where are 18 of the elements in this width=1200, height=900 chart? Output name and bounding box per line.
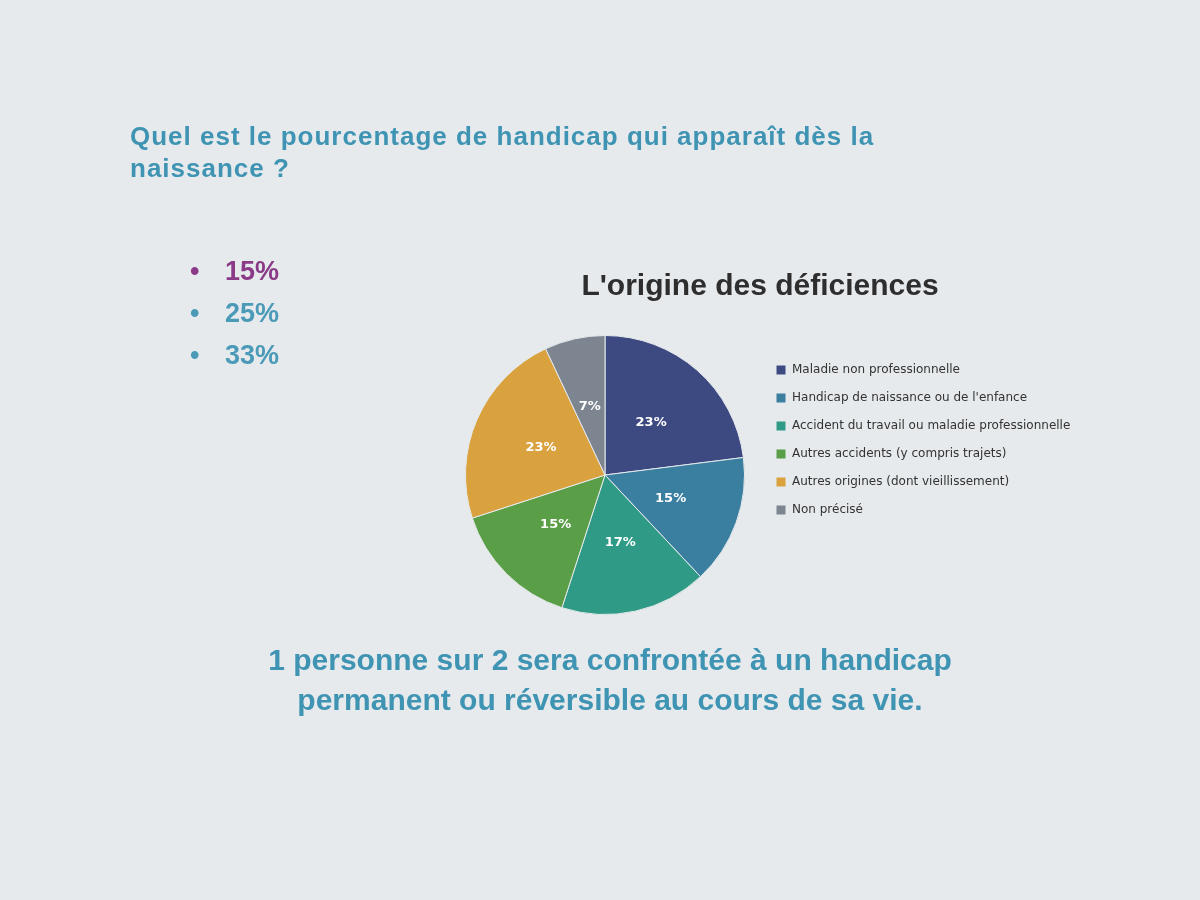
chart-title: L'origine des déficiences xyxy=(581,268,939,302)
data-label: 15% xyxy=(655,490,687,505)
text: 1 personne sur 2 sera confrontée à un handicap permanent ou réversible au cours de sa vie. xyxy=(267,642,953,718)
text: Quel est le pourcentage de handicap qui apparaît dès la naissance ? xyxy=(130,120,876,184)
legend-label: Accident du travail ou maladie professionnelle xyxy=(792,418,1071,433)
data-label: 23% xyxy=(525,438,557,454)
data-label: 15% xyxy=(540,515,572,531)
data-label: 7% xyxy=(578,398,601,414)
legend-label: Maladie non professionnelle xyxy=(792,362,960,377)
legend-label: Autres accidents (y compris trajets) xyxy=(792,446,1007,461)
text: • 15% xyxy=(190,255,279,288)
text: • 25% xyxy=(190,297,279,330)
data-label: 23% xyxy=(635,414,667,430)
legend-label: Non précisé xyxy=(792,502,863,517)
data-label: 17% xyxy=(604,534,636,550)
legend-label: Handicap de naissance ou de l'enfance xyxy=(792,390,1028,405)
text: • 33% xyxy=(190,339,279,372)
legend-label: Autres origines (dont vieillissement) xyxy=(792,474,1010,489)
